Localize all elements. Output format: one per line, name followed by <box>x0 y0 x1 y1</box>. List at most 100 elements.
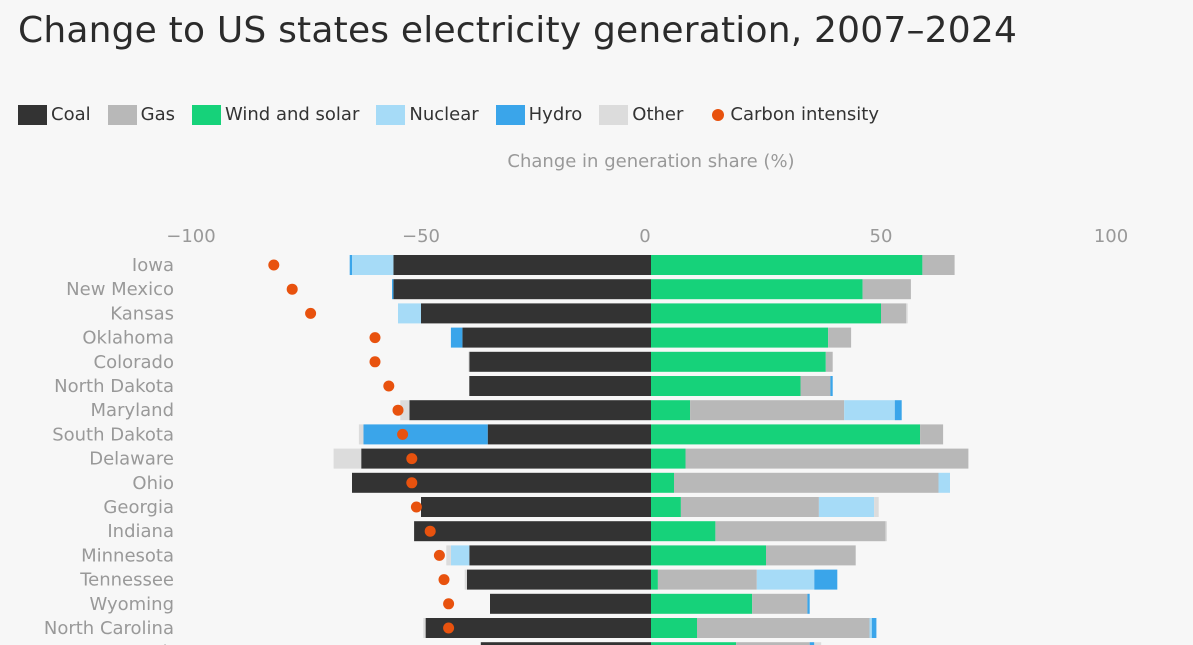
state-label: North Carolina <box>44 618 174 639</box>
chart-title: Change to US states electricity generati… <box>18 10 1018 51</box>
bar-coal <box>409 400 651 421</box>
x-tick-label: 0 <box>639 226 650 247</box>
bar-hydro <box>392 279 394 300</box>
bar-nuclear <box>869 618 872 638</box>
bar-wind-solar <box>651 424 921 445</box>
bar-gas <box>800 376 831 396</box>
carbon-intensity-dot <box>410 501 422 513</box>
legend-swatch-gas <box>107 104 137 125</box>
bar-other <box>400 400 410 421</box>
carbon-intensity-dot <box>443 598 455 610</box>
bar-gas <box>881 303 907 324</box>
bar-gas <box>825 351 833 372</box>
carbon-intensity-dot <box>397 428 409 440</box>
bar-coal <box>469 351 651 372</box>
bar-gas <box>674 472 939 493</box>
bar-hydro <box>814 569 838 590</box>
bar-coal <box>421 303 651 324</box>
bar-gas <box>736 642 810 645</box>
bar-coal <box>487 424 651 445</box>
legend-swatch-other <box>599 104 629 125</box>
legend-swatch-coal <box>18 104 47 125</box>
legend-item-coal: Coal <box>18 104 91 125</box>
bar-wind-solar <box>651 351 826 372</box>
legend-swatch-wind-solar <box>191 104 221 125</box>
state-label: Kansas <box>110 303 174 324</box>
bar-gas <box>920 424 944 445</box>
state-label: South Dakota <box>52 424 174 445</box>
state-label: Minnesota <box>81 545 174 566</box>
bar-coal <box>490 593 651 614</box>
bar-nuclear <box>352 255 394 275</box>
bar-wind-solar <box>651 448 686 469</box>
bar-hydro <box>363 424 488 445</box>
bar-wind-solar <box>651 618 697 638</box>
bar-coal <box>414 521 651 542</box>
x-tick-label: −100 <box>166 226 215 247</box>
carbon-intensity-dot <box>424 525 436 537</box>
bar-wind-solar <box>651 255 923 275</box>
bar-nuclear <box>844 400 895 421</box>
bars <box>333 255 969 645</box>
bar-coal <box>469 545 651 566</box>
legend-label: Gas <box>140 104 175 125</box>
bar-nuclear <box>450 545 470 566</box>
state-label: Ohio <box>132 473 174 494</box>
bar-hydro <box>871 618 877 638</box>
bar-gas <box>752 593 808 614</box>
x-tick-label: −50 <box>402 226 440 247</box>
bar-coal <box>467 569 651 590</box>
bar-gas <box>922 255 955 275</box>
carbon-intensity-dot <box>392 404 404 416</box>
legend-item-other: Other <box>599 104 683 125</box>
bar-gas <box>680 497 819 517</box>
bar-wind-solar <box>651 472 674 493</box>
bar-hydro <box>830 376 833 396</box>
state-label: Iowa <box>132 255 174 276</box>
legend-item-wind-solar: Wind and solar <box>191 104 359 125</box>
bar-wind-solar <box>651 545 766 566</box>
bar-gas <box>690 400 845 421</box>
state-label: Utah <box>131 642 174 645</box>
carbon-intensity-dot <box>383 380 395 392</box>
legend-item-hydro: Hydro <box>495 104 582 125</box>
x-tick-label: 50 <box>870 226 893 247</box>
state-label: Oklahoma <box>82 328 174 349</box>
bar-wind-solar <box>651 497 681 517</box>
bar-nuclear <box>818 497 875 517</box>
bar-wind-solar <box>651 376 801 396</box>
carbon-intensity-dot <box>406 453 418 465</box>
bar-hydro <box>894 400 902 421</box>
bar-wind-solar <box>651 400 691 421</box>
bar-coal <box>352 472 651 493</box>
carbon-intensity-dot <box>305 307 317 319</box>
carbon-intensity-dot <box>443 622 455 634</box>
legend-label: Carbon intensity <box>730 104 879 125</box>
bar-other <box>885 521 887 542</box>
bar-wind-solar <box>651 569 658 590</box>
bar-other <box>814 642 822 645</box>
bar-coal <box>425 618 651 638</box>
legend-label: Nuclear <box>409 104 479 125</box>
state-label: Georgia <box>103 497 174 518</box>
x-tick-label: 100 <box>1094 226 1128 247</box>
carbon-intensity-dot <box>369 356 381 368</box>
carbon-intensity-dot <box>286 283 298 295</box>
legend-swatch-nuclear <box>376 104 406 125</box>
carbon-intensity-dot <box>369 332 381 344</box>
state-label: Tennessee <box>79 570 174 591</box>
bar-coal <box>393 279 651 300</box>
bar-coal <box>393 255 651 275</box>
state-label: New Mexico <box>66 279 174 300</box>
legend: Coal Gas Wind and solar Nuclear Hydro Other Ca… <box>18 104 896 125</box>
x-axis-title: Change in generation share (%) <box>507 151 794 172</box>
carbon-dots <box>268 259 455 634</box>
bar-wind-solar <box>651 327 829 348</box>
bar-wind-solar <box>651 303 881 324</box>
legend-label: Other <box>632 104 684 125</box>
bar-coal <box>480 642 651 645</box>
state-labels: Iowa New Mexico Kansas Oklahoma Colorado Nort… <box>44 255 174 645</box>
bar-coal <box>469 376 651 396</box>
bar-nuclear <box>398 303 421 324</box>
